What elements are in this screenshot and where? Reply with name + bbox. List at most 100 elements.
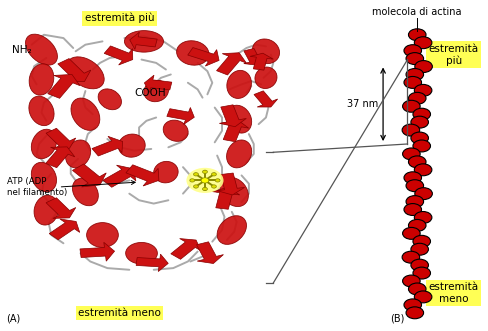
Circle shape bbox=[404, 45, 422, 57]
FancyArrow shape bbox=[130, 32, 157, 49]
Ellipse shape bbox=[25, 34, 58, 65]
Ellipse shape bbox=[125, 242, 158, 264]
Ellipse shape bbox=[71, 98, 100, 130]
Ellipse shape bbox=[34, 195, 59, 225]
FancyArrow shape bbox=[73, 164, 106, 187]
Circle shape bbox=[203, 170, 207, 173]
Ellipse shape bbox=[154, 162, 178, 183]
Ellipse shape bbox=[29, 96, 54, 126]
Circle shape bbox=[413, 108, 430, 120]
Circle shape bbox=[404, 204, 422, 215]
Circle shape bbox=[406, 307, 424, 319]
Circle shape bbox=[402, 251, 420, 263]
FancyArrow shape bbox=[104, 46, 133, 65]
FancyArrow shape bbox=[46, 198, 76, 218]
Circle shape bbox=[403, 227, 420, 239]
Circle shape bbox=[404, 76, 422, 88]
FancyArrow shape bbox=[254, 91, 278, 107]
Ellipse shape bbox=[65, 140, 91, 168]
FancyArrow shape bbox=[46, 128, 76, 149]
Text: COOH: COOH bbox=[134, 88, 166, 98]
Circle shape bbox=[215, 179, 220, 182]
Circle shape bbox=[408, 219, 426, 231]
Circle shape bbox=[194, 173, 199, 176]
Ellipse shape bbox=[252, 39, 280, 64]
Circle shape bbox=[413, 235, 430, 247]
Ellipse shape bbox=[220, 177, 248, 207]
Circle shape bbox=[403, 275, 420, 287]
Text: 37 nm: 37 nm bbox=[347, 99, 378, 109]
Circle shape bbox=[408, 283, 426, 295]
Circle shape bbox=[406, 180, 424, 192]
FancyArrow shape bbox=[103, 165, 136, 187]
Ellipse shape bbox=[72, 178, 99, 206]
Circle shape bbox=[403, 148, 420, 160]
Circle shape bbox=[406, 69, 424, 80]
Text: NH₂: NH₂ bbox=[12, 45, 32, 55]
Ellipse shape bbox=[31, 129, 57, 159]
Circle shape bbox=[411, 243, 428, 255]
FancyArrow shape bbox=[48, 74, 80, 98]
Text: estremità
più: estremità più bbox=[429, 43, 479, 66]
FancyArrow shape bbox=[58, 59, 91, 82]
Ellipse shape bbox=[227, 71, 251, 98]
Circle shape bbox=[201, 178, 209, 183]
Ellipse shape bbox=[87, 223, 118, 248]
Circle shape bbox=[211, 185, 216, 188]
Circle shape bbox=[404, 172, 422, 184]
Circle shape bbox=[413, 267, 430, 279]
FancyArrow shape bbox=[126, 165, 159, 186]
Text: ATP (ADP
nel filamento): ATP (ADP nel filamento) bbox=[7, 177, 67, 197]
FancyArrow shape bbox=[167, 108, 194, 124]
Circle shape bbox=[406, 196, 424, 208]
FancyArrow shape bbox=[188, 48, 219, 66]
FancyArrow shape bbox=[49, 219, 80, 240]
FancyArrow shape bbox=[136, 254, 168, 271]
FancyArrow shape bbox=[244, 48, 266, 65]
Ellipse shape bbox=[31, 162, 57, 192]
Ellipse shape bbox=[98, 89, 122, 110]
Circle shape bbox=[186, 168, 224, 193]
Circle shape bbox=[414, 291, 432, 303]
Circle shape bbox=[211, 173, 216, 176]
Circle shape bbox=[403, 100, 420, 112]
FancyArrow shape bbox=[217, 53, 246, 75]
Circle shape bbox=[408, 156, 426, 168]
Ellipse shape bbox=[118, 134, 145, 157]
Ellipse shape bbox=[29, 64, 54, 95]
Text: estremità meno: estremità meno bbox=[78, 308, 161, 318]
Circle shape bbox=[190, 179, 195, 182]
Text: estremità più: estremità più bbox=[85, 13, 154, 24]
Ellipse shape bbox=[217, 216, 246, 244]
FancyArrow shape bbox=[212, 187, 240, 209]
FancyArrow shape bbox=[80, 242, 115, 261]
Text: (B): (B) bbox=[390, 314, 405, 324]
Ellipse shape bbox=[177, 41, 209, 65]
FancyArrow shape bbox=[250, 53, 273, 70]
FancyArrow shape bbox=[92, 136, 122, 156]
FancyArrow shape bbox=[222, 120, 249, 142]
Circle shape bbox=[408, 29, 426, 41]
Ellipse shape bbox=[144, 80, 168, 102]
Circle shape bbox=[411, 116, 428, 128]
Circle shape bbox=[411, 132, 428, 144]
Circle shape bbox=[414, 212, 432, 223]
Circle shape bbox=[404, 299, 422, 311]
Text: (A): (A) bbox=[6, 314, 20, 324]
Circle shape bbox=[414, 164, 432, 176]
FancyArrow shape bbox=[197, 242, 224, 263]
FancyArrow shape bbox=[144, 75, 172, 92]
Circle shape bbox=[194, 185, 199, 188]
FancyArrow shape bbox=[217, 173, 244, 195]
Ellipse shape bbox=[226, 105, 252, 133]
Text: molecola di actina: molecola di actina bbox=[372, 7, 462, 17]
FancyArrow shape bbox=[171, 239, 201, 259]
Circle shape bbox=[203, 187, 207, 191]
Ellipse shape bbox=[67, 57, 104, 89]
Circle shape bbox=[413, 140, 430, 152]
Ellipse shape bbox=[163, 120, 188, 141]
Circle shape bbox=[414, 37, 432, 49]
FancyArrow shape bbox=[219, 105, 246, 127]
FancyArrow shape bbox=[46, 147, 75, 167]
Circle shape bbox=[406, 53, 424, 65]
